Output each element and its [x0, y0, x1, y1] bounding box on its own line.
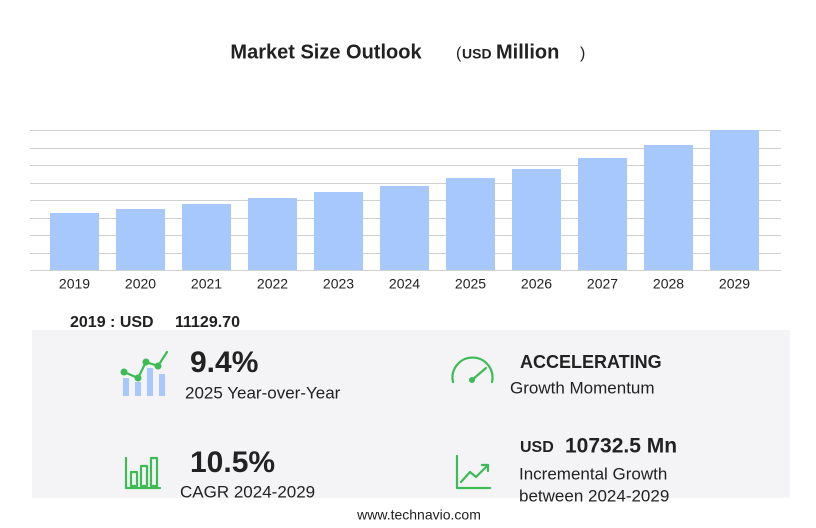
- bar: [446, 178, 495, 270]
- bar: [578, 158, 627, 270]
- bar: [710, 130, 759, 270]
- footer: www.technavio.com: [356, 507, 481, 523]
- kpi-label: 2025 Year-over-Year: [185, 383, 341, 402]
- base-label: 2019 : USD: [70, 314, 154, 331]
- kpi-value: 10.5%: [190, 446, 275, 479]
- kpi-label: Growth Momentum: [510, 378, 655, 397]
- unit: Million: [496, 41, 559, 63]
- x-tick-label: 2026: [521, 276, 552, 292]
- x-tick-label: 2023: [323, 276, 354, 292]
- x-tick-label: 2019: [59, 276, 90, 292]
- kpi-label: Incremental Growth: [519, 464, 667, 483]
- bar: [380, 186, 429, 270]
- unit-paren: (: [456, 45, 462, 62]
- unit-currency: USD: [462, 46, 492, 62]
- x-tick-label: 2022: [257, 276, 288, 292]
- chart-title: Market Size Outlook: [230, 41, 422, 63]
- bar: [512, 169, 561, 270]
- gauge-icon: [451, 356, 494, 384]
- x-tick-label: 2027: [587, 276, 618, 292]
- kpi-label: CAGR 2024-2029: [180, 482, 315, 501]
- x-tick-label: 2024: [389, 276, 420, 292]
- x-tick-label: 2028: [653, 276, 684, 292]
- summary-panel: [32, 330, 790, 498]
- bar: [314, 192, 363, 270]
- kpi-label: between 2024-2029: [519, 486, 669, 505]
- cagr-icon: [124, 456, 162, 490]
- x-tick-label: 2025: [455, 276, 486, 292]
- bar: [116, 209, 165, 270]
- bar: [248, 198, 297, 270]
- x-tick-label: 2021: [191, 276, 222, 292]
- base-value: 11129.70: [175, 314, 240, 331]
- kpi-value: 9.4%: [190, 346, 258, 379]
- kpi-value: ACCELERATING: [520, 352, 662, 372]
- yoy-icon: [120, 350, 169, 396]
- kpi-currency: USD: [520, 439, 554, 456]
- x-tick-label: 2029: [719, 276, 750, 292]
- bar: [50, 213, 99, 270]
- kpi-value: 10732.5 Mn: [565, 435, 677, 458]
- unit-paren: ): [580, 45, 585, 62]
- increment-icon: [455, 454, 492, 490]
- x-tick-label: 2020: [125, 276, 156, 292]
- bar: [182, 203, 231, 270]
- bar: [644, 145, 693, 270]
